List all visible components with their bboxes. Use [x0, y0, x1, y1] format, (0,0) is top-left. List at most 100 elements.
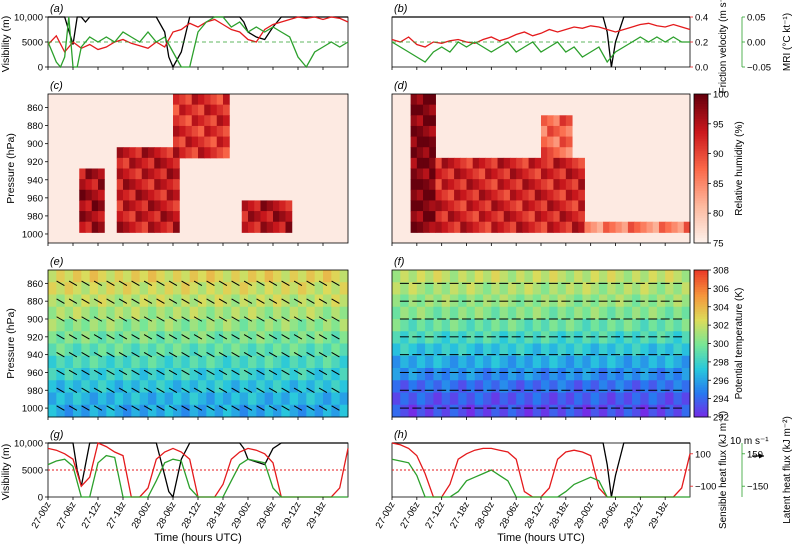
heatmap-cell: [331, 282, 341, 295]
heatmap-cell: [239, 306, 249, 320]
colorbar-cell: [694, 375, 708, 379]
heatmap-cell: [590, 282, 600, 295]
heatmap-cell: [410, 125, 418, 138]
colorbar-cell: [694, 163, 708, 167]
heatmap-cell: [516, 168, 523, 180]
colorbar-cell: [694, 106, 708, 110]
heatmap-cell: [298, 294, 307, 308]
heatmap-cell: [231, 368, 241, 381]
heatmap-cell: [598, 355, 608, 369]
heatmap-cell: [81, 343, 91, 357]
heatmap-cell: [627, 221, 635, 233]
y-axis-label-right-2: MRI (°C kt⁻¹): [782, 13, 793, 71]
heatmap-cell: [441, 306, 451, 320]
heatmap-cell: [483, 392, 492, 406]
heatmap-cell: [497, 200, 505, 212]
heatmap-cell: [565, 319, 575, 332]
heatmap-cell: [472, 221, 480, 233]
heatmap-cell: [423, 221, 430, 233]
wind-arrow: [181, 369, 190, 376]
colorbar-cell: [694, 394, 708, 398]
heatmap-cell: [681, 404, 691, 418]
wind-arrow: [256, 334, 265, 340]
wind-arrow: [81, 298, 90, 304]
heatmap-cell: [574, 331, 583, 344]
heatmap-cell: [214, 294, 224, 308]
wind-arrow: [156, 405, 165, 411]
wind-arrow: [256, 280, 265, 287]
colorbar-cell: [694, 158, 708, 162]
heatmap-cell: [198, 104, 205, 116]
heatmap-cell: [499, 331, 509, 344]
heatmap-cell: [148, 211, 155, 223]
heatmap-cell: [557, 331, 567, 344]
heatmap-cell: [472, 200, 480, 212]
heatmap-cell: [466, 319, 476, 332]
heatmap-cell: [483, 270, 492, 283]
wind-arrow: [131, 334, 140, 340]
heatmap-cell: [433, 368, 443, 381]
wind-arrow: [143, 280, 153, 287]
colorbar-cell: [694, 218, 708, 222]
heatmap-cell: [578, 179, 585, 191]
heatmap-cell: [499, 404, 509, 418]
heatmap-cell: [289, 368, 299, 381]
heatmap-cell: [547, 136, 554, 148]
heatmap-cell: [323, 331, 332, 344]
wind-arrow: [156, 387, 165, 393]
heatmap-cell: [497, 157, 505, 169]
colorbar-cell: [694, 223, 708, 227]
y-tick-label-right: 0.2: [695, 38, 708, 49]
heatmap-cell: [123, 306, 132, 320]
colorbar-cell: [694, 198, 708, 202]
heatmap-cell: [640, 331, 650, 344]
wind-arrow: [331, 334, 340, 340]
wind-arrow: [131, 298, 140, 304]
heatmap-cell: [248, 392, 257, 406]
heatmap-cell: [449, 368, 459, 381]
heatmap-cell: [656, 355, 666, 369]
heatmap-cell: [460, 221, 467, 233]
heatmap-cell: [524, 306, 534, 320]
heatmap-cell: [410, 189, 418, 201]
heatmap-cell: [441, 282, 451, 295]
heatmap-cell: [223, 136, 230, 148]
heatmap-cell: [79, 211, 86, 223]
heatmap-cell: [499, 319, 509, 332]
heatmap-cell: [466, 355, 476, 369]
heatmap-cell: [239, 368, 249, 381]
heatmap-cell: [541, 392, 550, 406]
wind-arrow: [281, 316, 290, 322]
heatmap-cell: [454, 221, 461, 233]
heatmap-cell: [273, 294, 282, 308]
heatmap-cell: [129, 221, 136, 233]
heatmap-c: [48, 94, 348, 243]
wind-arrow: [106, 387, 115, 393]
heatmap-cell: [547, 125, 554, 138]
heatmap-cell: [458, 270, 467, 283]
heatmap-cell: [331, 368, 341, 381]
heatmap-cell: [210, 104, 218, 116]
heatmap-cell: [56, 380, 66, 393]
heatmap-cell: [565, 343, 575, 357]
heatmap-cell: [400, 355, 410, 369]
heatmap-cell: [474, 319, 484, 332]
heatmap-cell: [466, 157, 474, 169]
heatmap-cell: [441, 270, 451, 283]
heatmap-cell: [565, 168, 573, 180]
wind-arrow: [93, 351, 103, 358]
colorbar-cell: [694, 319, 708, 322]
heatmap-cell: [241, 200, 249, 212]
heatmap-cell: [472, 179, 480, 191]
wind-arrow: [168, 334, 178, 340]
wind-arrow: [168, 369, 178, 376]
heatmap-cell: [164, 404, 174, 418]
heatmap-cell: [416, 343, 426, 357]
heatmap-cell: [114, 319, 124, 332]
heatmap-cell: [173, 94, 180, 106]
heatmap-cell: [557, 319, 567, 332]
heatmap-cell: [425, 355, 434, 369]
heatmap-cell: [485, 200, 492, 212]
wind-arrow: [231, 334, 240, 340]
heatmap-cell: [623, 331, 633, 344]
